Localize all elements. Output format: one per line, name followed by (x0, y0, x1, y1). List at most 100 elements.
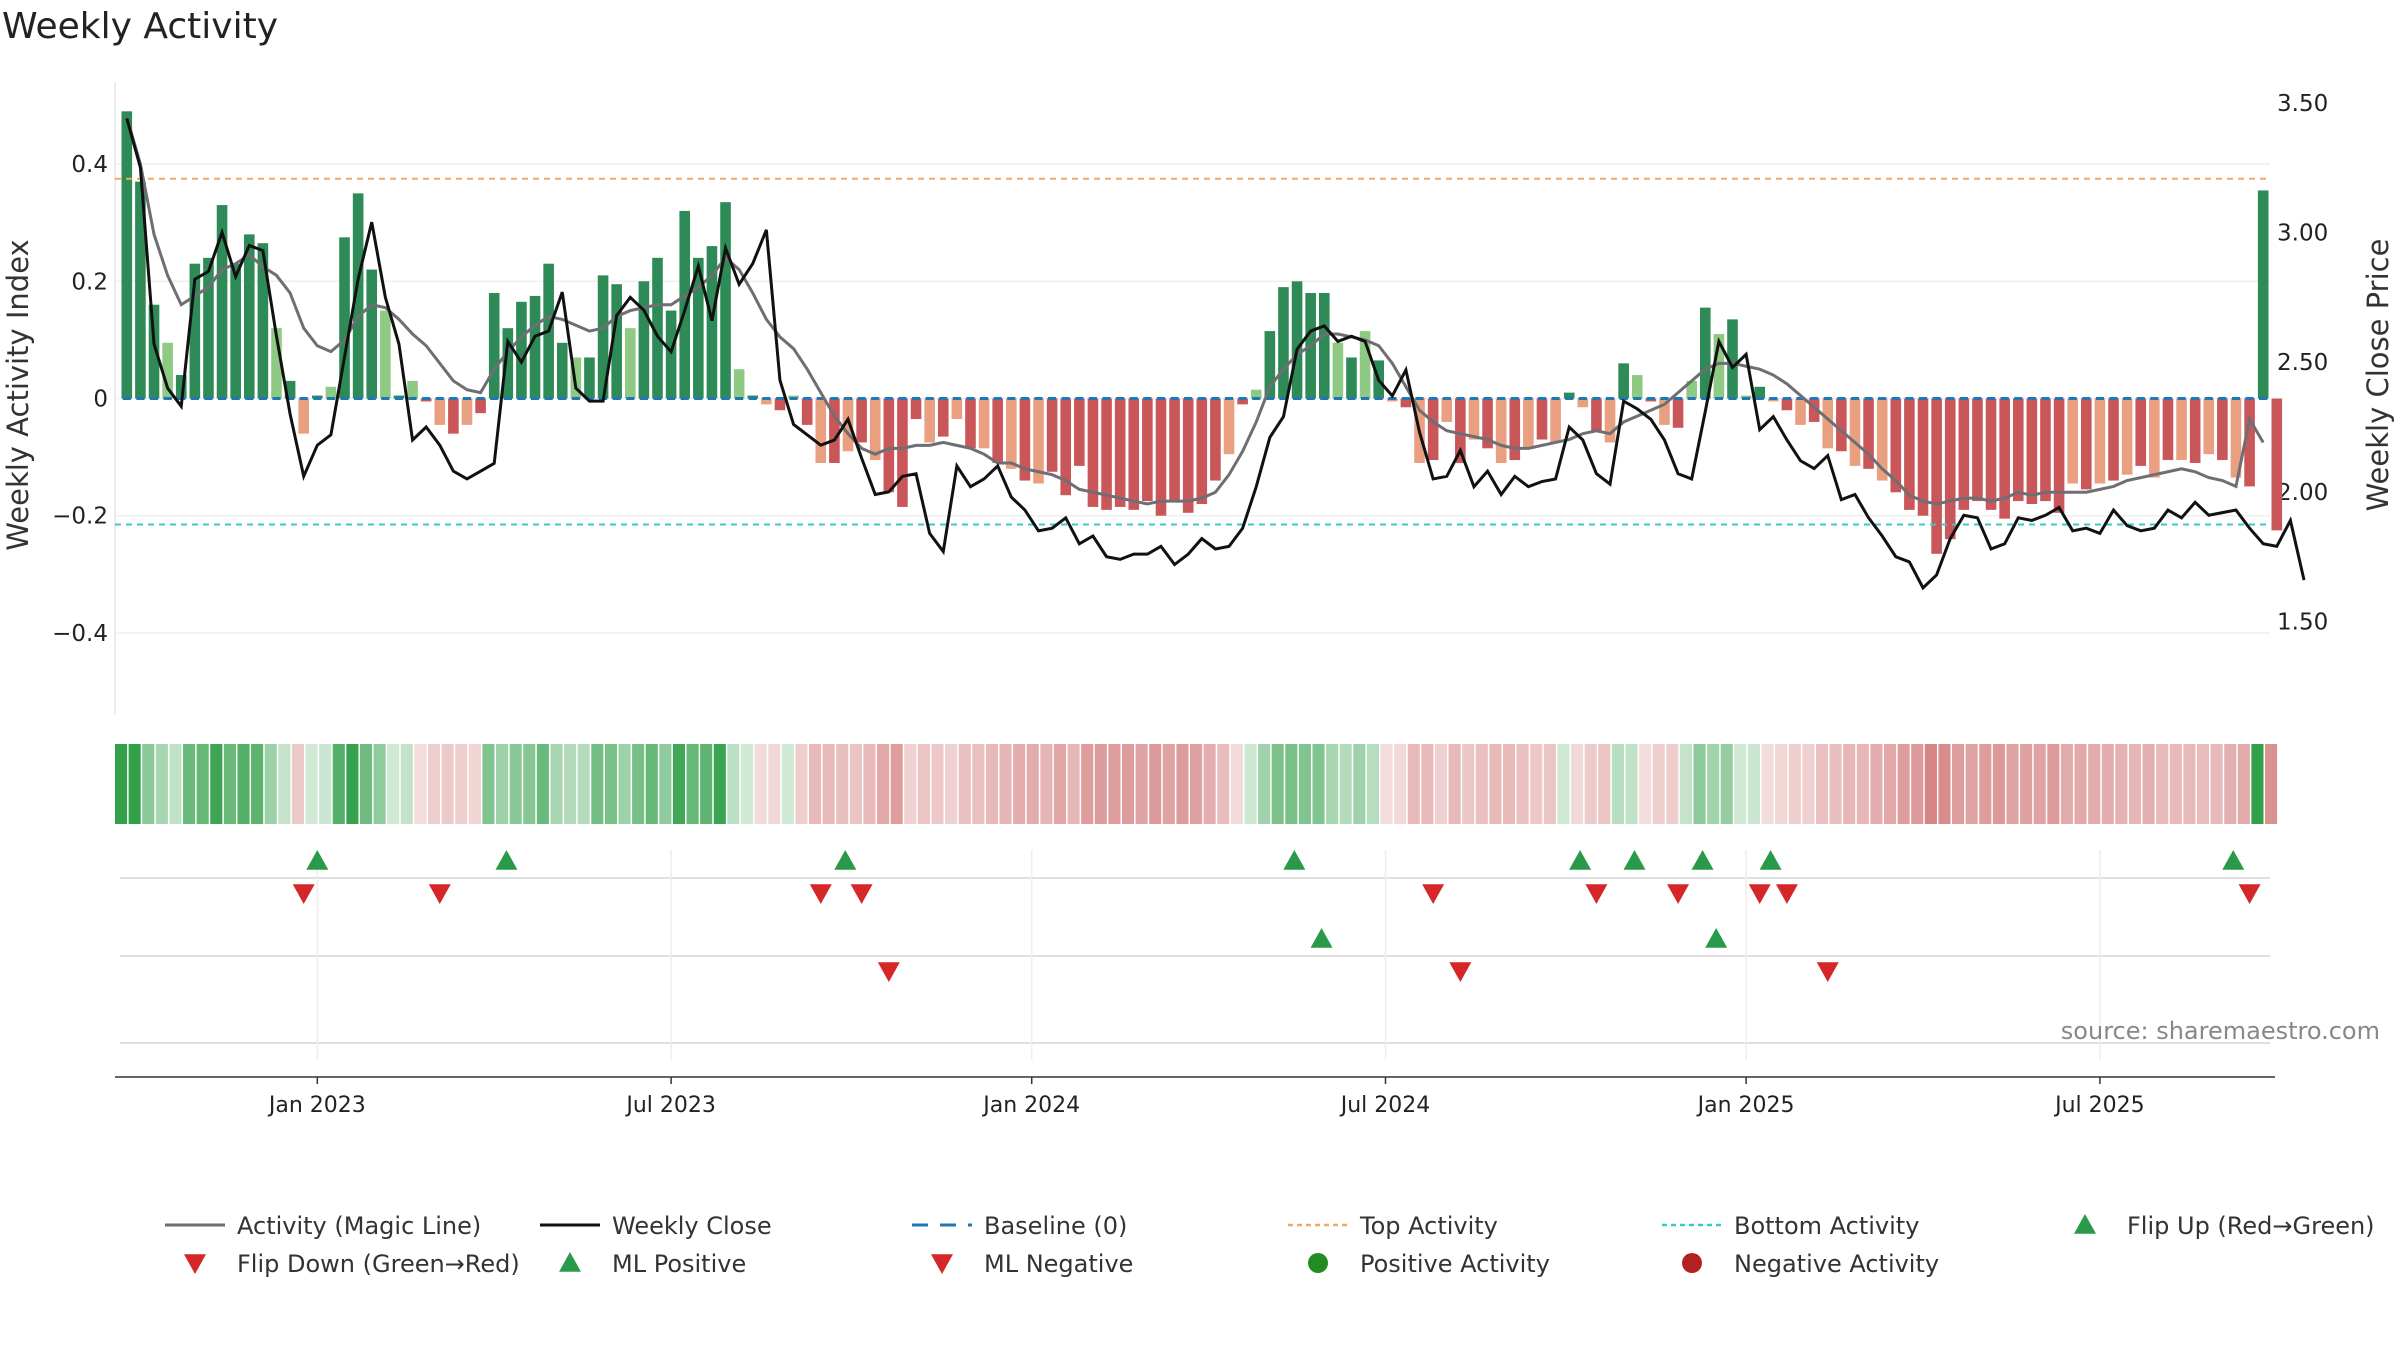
legend-label: ML Positive (612, 1250, 746, 1278)
legend-label: Weekly Close (612, 1212, 772, 1240)
activity-bar (1631, 375, 1643, 399)
activity-bar (162, 342, 173, 399)
legend-label: Flip Up (Red→Green) (2127, 1212, 2375, 1240)
heat-cell (1775, 744, 1788, 824)
heat-cell (2074, 744, 2087, 824)
activity-bar (461, 398, 473, 425)
activity-bar (1332, 342, 1344, 399)
activity-bar (1931, 398, 1942, 554)
heat-cell (1258, 744, 1271, 824)
activity-bar (2108, 398, 2119, 481)
heat-cell (1366, 744, 1380, 824)
activity-bar (910, 398, 922, 420)
heat-cell (1652, 744, 1665, 824)
heat-cell (754, 744, 767, 824)
activity-bar (2067, 398, 2078, 484)
heat-cell (700, 744, 713, 824)
heat-cell (2183, 744, 2196, 824)
activity-bar (1455, 398, 1466, 463)
activity-bar (937, 398, 949, 437)
activity-bar (1836, 398, 1847, 452)
ml-markers (877, 928, 1839, 982)
activity-bar (1318, 293, 1330, 399)
legend-entry: Weekly Close (540, 1212, 772, 1240)
activity-bar (992, 398, 1003, 463)
heat-cell (1952, 744, 1965, 824)
activity-bar (257, 243, 269, 399)
activity-bar (652, 257, 663, 399)
heat-cell (1081, 744, 1094, 824)
heat-cell (373, 744, 386, 824)
heat-cell (591, 744, 604, 824)
heat-cell (251, 744, 264, 824)
heat-cell (400, 744, 413, 824)
legend-label: ML Negative (984, 1250, 1133, 1278)
right-y-ticks: 3.50 3.00 2.50 2.00 1.50 (2277, 91, 2328, 636)
heat-cell (1571, 744, 1584, 824)
heat-cell (2142, 744, 2155, 824)
heat-cell (1679, 744, 1692, 824)
heat-cell (1067, 744, 1080, 824)
heat-cell (2224, 744, 2237, 824)
legend-swatch-down (931, 1254, 953, 1274)
heat-cell (2088, 744, 2101, 824)
heat-cell (1883, 744, 1897, 824)
legend-swatch-up (2074, 1214, 2096, 1234)
x-tick-label: Jan 2024 (981, 1093, 1080, 1118)
heat-cell (1815, 744, 1829, 824)
flip-up-marker (1569, 850, 1592, 870)
activity-bar (2135, 398, 2147, 466)
activity-bar (1808, 398, 1820, 422)
activity-bar (965, 398, 976, 449)
activity-bar (584, 357, 595, 399)
activity-bar (1536, 398, 1548, 440)
heat-cell (1557, 744, 1570, 824)
heat-cell (1489, 744, 1502, 824)
x-axis-ticks: Jan 2023 Jul 2023 Jan 2024 Jul 2024 Jan 2025… (267, 1077, 2145, 1118)
heat-cell (1965, 744, 1978, 824)
heat-cell (1176, 744, 1189, 824)
legend-entry: Bottom Activity (1662, 1212, 1919, 1240)
activity-bar (1400, 398, 1412, 408)
magic-line-series (125, 116, 2265, 506)
activity-bar (556, 342, 568, 399)
heat-cell (1598, 744, 1611, 824)
heat-cell (1625, 744, 1638, 824)
activity-bar (1754, 386, 1766, 399)
activity-bar (488, 293, 500, 399)
heat-cell (1013, 744, 1026, 824)
legend-entry: Negative Activity (1682, 1250, 1939, 1278)
heat-cell (808, 744, 822, 824)
weekly-close-series (125, 117, 2306, 591)
flip-up-marker (1691, 850, 1714, 870)
legend-entry: Activity (Magic Line) (165, 1212, 481, 1240)
flip-down-marker (1585, 884, 1608, 904)
heat-cell (1380, 744, 1393, 824)
activity-bar (1917, 398, 1929, 516)
activity-bar (2244, 398, 2255, 487)
activity-bar (1128, 398, 1140, 510)
heat-cell (2006, 744, 2019, 824)
flip-down-marker (428, 884, 451, 904)
activity-bar (978, 398, 990, 449)
heat-cell (183, 744, 196, 824)
activity-bar (1359, 331, 1371, 399)
heat-cell (1394, 744, 1407, 824)
heat-cell (917, 744, 930, 824)
heat-cell (822, 744, 835, 824)
heat-cell (2237, 744, 2250, 824)
heat-cell (2128, 744, 2142, 824)
heat-cell (1543, 744, 1556, 824)
legend-entry: Baseline (0) (912, 1212, 1127, 1240)
heat-cell (2101, 744, 2114, 824)
heat-cell (863, 744, 876, 824)
legend-swatch-down (184, 1254, 206, 1274)
activity-bar (720, 202, 731, 399)
heat-cell (1230, 744, 1243, 824)
activity-bar (2162, 398, 2174, 461)
activity-bar (1196, 398, 1208, 504)
flip-up-marker (1283, 850, 1306, 870)
flip-up-marker (834, 850, 857, 870)
heat-cell (1584, 744, 1597, 824)
heat-cell (945, 744, 958, 824)
